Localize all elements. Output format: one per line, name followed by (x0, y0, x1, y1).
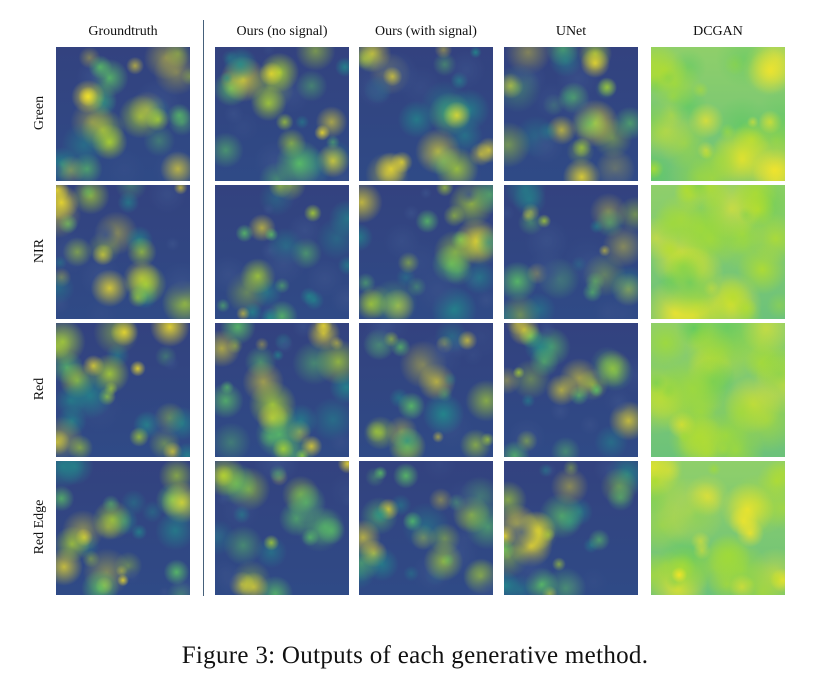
image-tile (56, 185, 190, 319)
column-header: Ours (no signal) (236, 24, 328, 39)
image-tile (359, 185, 493, 319)
image-tile (359, 47, 493, 181)
image-tile (56, 47, 190, 181)
column-header: Groundtruth (88, 24, 158, 39)
image-tile (56, 323, 190, 457)
image-tile (504, 185, 638, 319)
image-tile (651, 323, 785, 457)
column-divider (203, 20, 204, 596)
row-label: NIR (32, 238, 47, 264)
image-tile (504, 323, 638, 457)
image-tile (359, 323, 493, 457)
image-tile (651, 461, 785, 595)
figure-caption: Figure 3: Outputs of each generative met… (181, 642, 649, 669)
image-tile (215, 323, 349, 457)
image-tile (504, 461, 638, 595)
image-tile (215, 47, 349, 181)
column-header: Ours (with signal) (375, 24, 477, 39)
image-tile (215, 461, 349, 595)
row-label: Green (32, 95, 47, 131)
row-label: Red (32, 377, 47, 401)
image-tile (504, 47, 638, 181)
image-tile (651, 47, 785, 181)
column-header: UNet (555, 24, 587, 39)
image-tile (651, 185, 785, 319)
image-tile (215, 185, 349, 319)
row-label: Red Edge (32, 499, 47, 555)
image-tile (56, 461, 190, 595)
column-header: DCGAN (693, 24, 743, 39)
image-tile (359, 461, 493, 595)
